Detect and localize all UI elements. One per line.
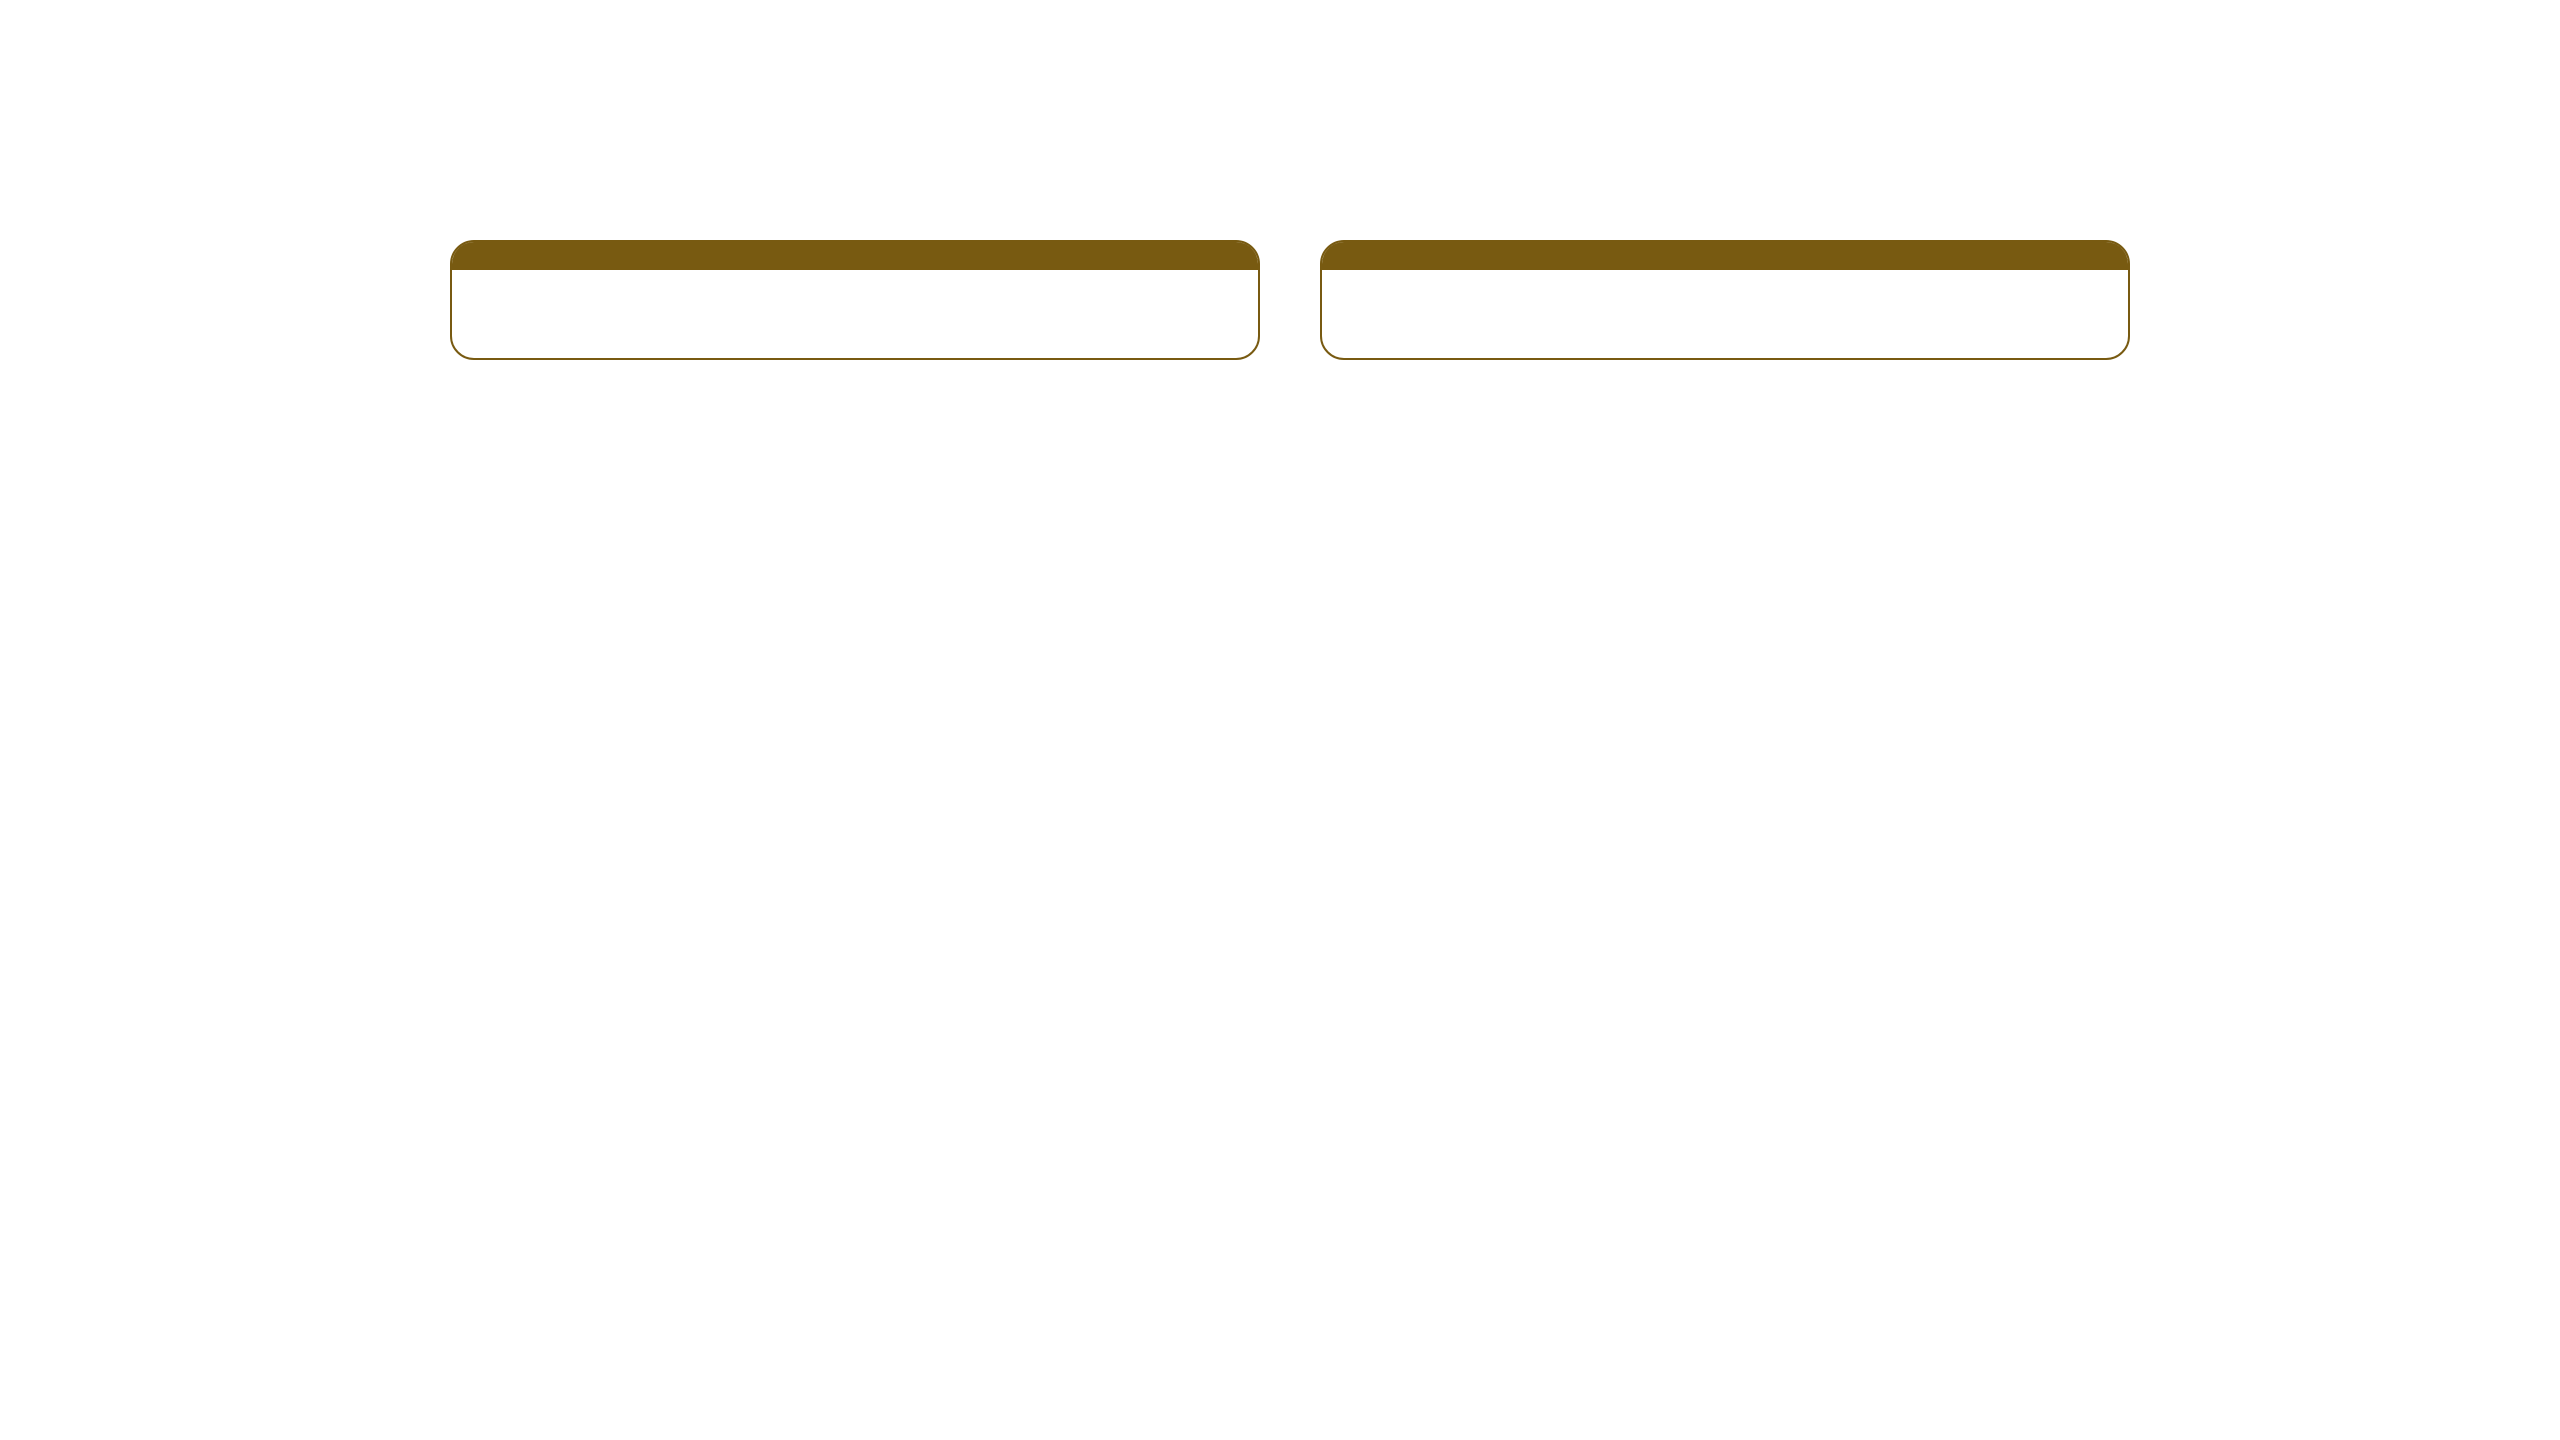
card-body: [1322, 270, 2128, 358]
card-header: [452, 242, 1258, 270]
blocked-image-card-english: [1320, 240, 2130, 360]
blocked-image-card-norwegian: [450, 240, 1260, 360]
card-body: [452, 270, 1258, 358]
notice-cards-container: [450, 240, 2560, 360]
card-header: [1322, 242, 2128, 270]
